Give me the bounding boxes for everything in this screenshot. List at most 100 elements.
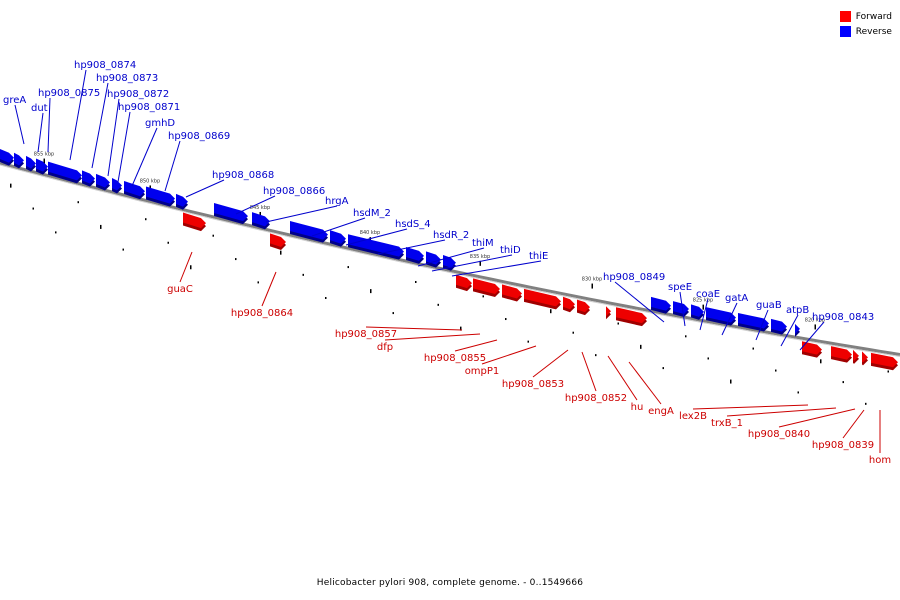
reverse-gene-block[interactable] bbox=[36, 158, 48, 175]
reverse-gene-block[interactable] bbox=[290, 220, 328, 243]
gene-label-atpB[interactable]: atpB bbox=[780, 305, 809, 347]
forward-gene-block[interactable] bbox=[502, 284, 522, 302]
legend: Forward Reverse bbox=[839, 9, 892, 39]
forward-gene-block[interactable] bbox=[616, 307, 647, 327]
tick-label: 845 kbp bbox=[250, 205, 270, 211]
gene-label-hp908_0868[interactable]: hp908_0868 bbox=[185, 170, 274, 198]
svg-text:hp908_0855: hp908_0855 bbox=[424, 353, 486, 364]
gene-label-greA[interactable]: greA bbox=[3, 95, 26, 145]
scale-mark bbox=[572, 331, 574, 334]
gene-label-hp908_0869[interactable]: hp908_0869 bbox=[164, 131, 230, 192]
gene-label-thiE[interactable]: thiE bbox=[451, 251, 548, 277]
gene-label-hp908_0840[interactable]: hp908_0840 bbox=[748, 408, 856, 440]
gene-label-coaE[interactable]: coaE bbox=[696, 289, 720, 331]
scale-mark bbox=[617, 322, 619, 325]
forward-gene-block[interactable] bbox=[456, 274, 472, 292]
gene-label-trxB_1[interactable]: trxB_1 bbox=[711, 407, 837, 429]
gene-label-hp908_0839[interactable]: hp908_0839 bbox=[812, 409, 874, 451]
gene-label-ompP1[interactable]: ompP1 bbox=[465, 345, 537, 377]
reverse-gene-block[interactable] bbox=[691, 304, 704, 320]
reverse-gene-block[interactable] bbox=[146, 186, 175, 207]
forward-gene-block[interactable] bbox=[563, 296, 575, 313]
gene-label-hp908_0843[interactable]: hp908_0843 bbox=[799, 312, 874, 351]
svg-text:coaE: coaE bbox=[696, 289, 720, 300]
gene-label-dut[interactable]: dut bbox=[31, 103, 48, 153]
reverse-gene-block[interactable] bbox=[771, 318, 787, 335]
gene-label-hsdR_2[interactable]: hsdR_2 bbox=[377, 230, 469, 255]
gene-label-hp908_0849[interactable]: hp908_0849 bbox=[603, 272, 665, 323]
gene-label-hp908_0855[interactable]: hp908_0855 bbox=[424, 339, 498, 364]
forward-gene-block[interactable] bbox=[802, 341, 822, 358]
reverse-gene-block[interactable] bbox=[406, 247, 424, 264]
forward-gene-block[interactable] bbox=[831, 346, 852, 363]
svg-text:gmhD: gmhD bbox=[145, 118, 175, 129]
reverse-gene-block[interactable] bbox=[112, 177, 122, 194]
reverse-gene-block[interactable] bbox=[48, 161, 82, 184]
svg-text:hp908_0868: hp908_0868 bbox=[212, 170, 274, 181]
gene-label-hp908_0875[interactable]: hp908_0875 bbox=[38, 88, 100, 153]
reverse-gene-block[interactable] bbox=[176, 193, 188, 210]
reverse-gene-block[interactable] bbox=[82, 170, 95, 187]
reverse-gene-block[interactable] bbox=[96, 173, 110, 191]
legend-item-reverse: Reverse bbox=[839, 24, 892, 39]
gene-label-hp908_0852[interactable]: hp908_0852 bbox=[565, 351, 627, 404]
forward-gene-block[interactable] bbox=[577, 299, 590, 316]
scale-mark bbox=[842, 381, 844, 384]
reverse-gene-block[interactable] bbox=[426, 251, 441, 268]
svg-text:hp908_0875: hp908_0875 bbox=[38, 88, 100, 99]
gene-label-hp908_0871[interactable]: hp908_0871 bbox=[117, 102, 180, 183]
gene-label-hp908_0857[interactable]: hp908_0857 bbox=[335, 326, 463, 340]
gene-label-hsdS_4[interactable]: hsdS_4 bbox=[345, 219, 431, 246]
gene-label-thiM[interactable]: thiM bbox=[417, 238, 494, 267]
forward-gene-block[interactable] bbox=[183, 212, 206, 232]
svg-text:hsdS_4: hsdS_4 bbox=[395, 219, 431, 230]
scale-mark bbox=[595, 354, 597, 357]
reverse-gene-block[interactable] bbox=[214, 203, 248, 225]
scale-mark bbox=[122, 248, 124, 251]
scale-mark bbox=[482, 295, 484, 298]
forward-gene-block[interactable] bbox=[606, 305, 611, 320]
forward-gene-block[interactable] bbox=[524, 288, 561, 310]
gene-label-hu[interactable]: hu bbox=[607, 355, 643, 413]
gene-label-hrgA[interactable]: hrgA bbox=[265, 196, 349, 223]
gene-label-hp908_0873[interactable]: hp908_0873 bbox=[91, 73, 158, 169]
gene-label-hp908_0853[interactable]: hp908_0853 bbox=[502, 349, 569, 390]
gene-label-guaC[interactable]: guaC bbox=[167, 251, 193, 295]
gene-label-thiD[interactable]: thiD bbox=[431, 245, 521, 272]
gene-label-dfp[interactable]: dfp bbox=[377, 333, 481, 353]
reverse-gene-block[interactable] bbox=[124, 180, 145, 200]
reverse-gene-block[interactable] bbox=[252, 212, 270, 230]
gene-label-hp908_0864[interactable]: hp908_0864 bbox=[231, 271, 293, 319]
gene-label-hp908_0872[interactable]: hp908_0872 bbox=[107, 89, 169, 177]
gene-label-hp908_0874[interactable]: hp908_0874 bbox=[69, 60, 136, 161]
svg-text:hp908_0849: hp908_0849 bbox=[603, 272, 665, 283]
forward-gene-block[interactable] bbox=[473, 278, 500, 297]
gene-label-engA[interactable]: engA bbox=[628, 361, 674, 417]
scale-mark bbox=[820, 359, 822, 364]
reverse-gene-block[interactable] bbox=[795, 323, 800, 337]
reverse-gene-block[interactable] bbox=[26, 155, 36, 172]
reverse-gene-block[interactable] bbox=[673, 301, 689, 318]
reverse-gene-block[interactable] bbox=[14, 152, 24, 169]
svg-text:hp908_0869: hp908_0869 bbox=[168, 131, 230, 142]
scale-mark bbox=[302, 273, 304, 276]
gene-label-gmhD[interactable]: gmhD bbox=[131, 118, 175, 187]
tick-mark bbox=[814, 324, 816, 330]
gene-label-speE[interactable]: speE bbox=[668, 282, 692, 327]
gene-label-hom[interactable]: hom bbox=[869, 410, 891, 466]
reverse-gene-block[interactable] bbox=[330, 230, 346, 247]
gene-label-hsdM_2[interactable]: hsdM_2 bbox=[311, 208, 391, 237]
forward-gene-block[interactable] bbox=[871, 352, 898, 371]
svg-text:trxB_1: trxB_1 bbox=[711, 418, 743, 429]
gene-label-gatA[interactable]: gatA bbox=[721, 293, 748, 336]
svg-text:hp908_0874: hp908_0874 bbox=[74, 60, 136, 71]
gene-label-guaB[interactable]: guaB bbox=[755, 300, 782, 341]
forward-gene-block[interactable] bbox=[853, 349, 859, 364]
forward-gene-block[interactable] bbox=[270, 233, 286, 251]
forward-gene-block[interactable] bbox=[862, 351, 868, 366]
gene-label-lex2B[interactable]: lex2B bbox=[679, 404, 809, 422]
reverse-gene-block[interactable] bbox=[0, 149, 14, 166]
gene-label-hp908_0866[interactable]: hp908_0866 bbox=[235, 186, 325, 215]
reverse-gene-block[interactable] bbox=[651, 296, 671, 314]
